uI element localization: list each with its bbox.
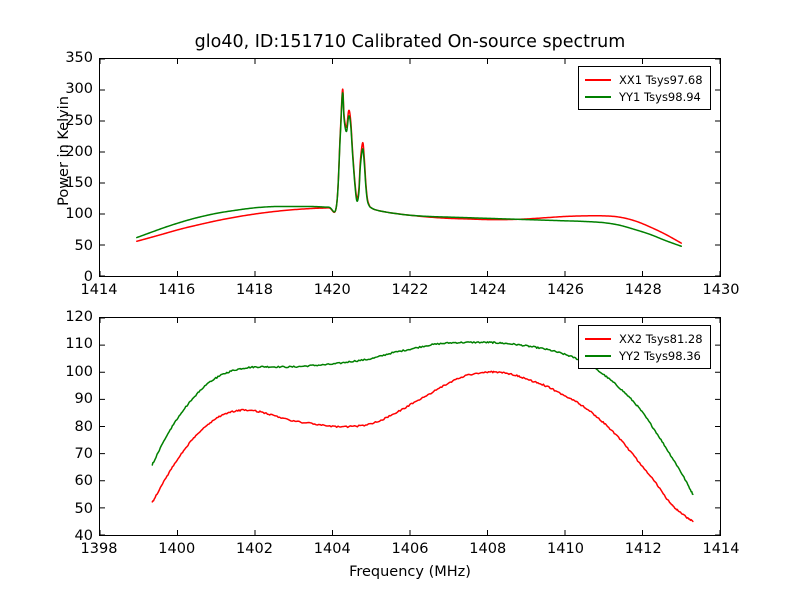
- y-tick-label: 120: [65, 308, 93, 325]
- spectrum-trace: [137, 93, 681, 246]
- x-tick-label: 1424: [469, 282, 507, 298]
- y-tick-label: 80: [74, 418, 93, 435]
- spectrum-trace: [137, 89, 681, 243]
- legend-label: XX2 Tsys81.28: [619, 331, 703, 346]
- bottom-legend: XX2 Tsys81.28 YY2 Tsys98.36: [578, 325, 711, 369]
- x-tick-label: 1420: [313, 282, 351, 298]
- y-tick-label: 350: [65, 49, 93, 66]
- y-tick-label: 250: [65, 112, 93, 129]
- x-tick-label: 1408: [469, 541, 507, 557]
- line-swatch-icon: [585, 78, 611, 81]
- x-tick-label: 1414: [80, 282, 118, 298]
- legend-item: XX1 Tsys97.68: [585, 71, 703, 88]
- y-tick-label: 70: [74, 445, 93, 462]
- x-tick-label: 1416: [158, 282, 196, 298]
- legend-item: YY1 Tsys98.94: [585, 88, 703, 105]
- x-tick-label: 1404: [313, 541, 351, 557]
- x-tick-label: 1398: [80, 541, 118, 557]
- y-tick-label: 150: [65, 174, 93, 191]
- line-swatch-icon: [585, 337, 611, 340]
- y-tick-label: 300: [65, 81, 93, 98]
- legend-label: YY1 Tsys98.94: [619, 89, 701, 104]
- spectrum-trace: [152, 371, 693, 521]
- figure-title: glo40, ID:151710 Calibrated On-source sp…: [194, 32, 626, 52]
- x-tick-label: 1402: [236, 541, 273, 557]
- x-tick-label: 1418: [236, 282, 273, 298]
- legend-item: XX2 Tsys81.28: [585, 330, 703, 347]
- x-tick-label: 1426: [547, 282, 584, 298]
- line-swatch-icon: [585, 95, 611, 98]
- top-legend: XX1 Tsys97.68 YY1 Tsys98.94: [578, 66, 711, 110]
- x-tick-label: 1400: [158, 541, 196, 557]
- y-tick-label: 110: [65, 336, 93, 353]
- x-tick-label: 1414: [702, 541, 740, 557]
- y-tick-label: 0: [83, 268, 93, 285]
- x-axis-label: Frequency (MHz): [349, 564, 471, 580]
- y-tick-label: 90: [74, 390, 93, 407]
- y-tick-label: 100: [65, 206, 93, 223]
- y-tick-label: 60: [74, 473, 93, 489]
- y-tick-label: 100: [65, 363, 93, 380]
- legend-label: YY2 Tsys98.36: [619, 348, 701, 363]
- y-tick-label: 40: [74, 527, 93, 544]
- line-swatch-icon: [585, 354, 611, 357]
- x-tick-label: 1406: [391, 541, 429, 557]
- legend-item: YY2 Tsys98.36: [585, 347, 703, 364]
- x-tick-label: 1410: [547, 541, 584, 557]
- y-tick-label: 50: [74, 500, 93, 517]
- x-tick-label: 1428: [624, 282, 662, 298]
- x-tick-label: 1422: [391, 282, 429, 298]
- y-tick-label: 50: [74, 237, 93, 254]
- legend-label: XX1 Tsys97.68: [619, 72, 703, 87]
- x-tick-label: 1412: [624, 541, 662, 557]
- y-tick-label: 200: [65, 143, 93, 160]
- x-tick-label: 1430: [702, 282, 740, 298]
